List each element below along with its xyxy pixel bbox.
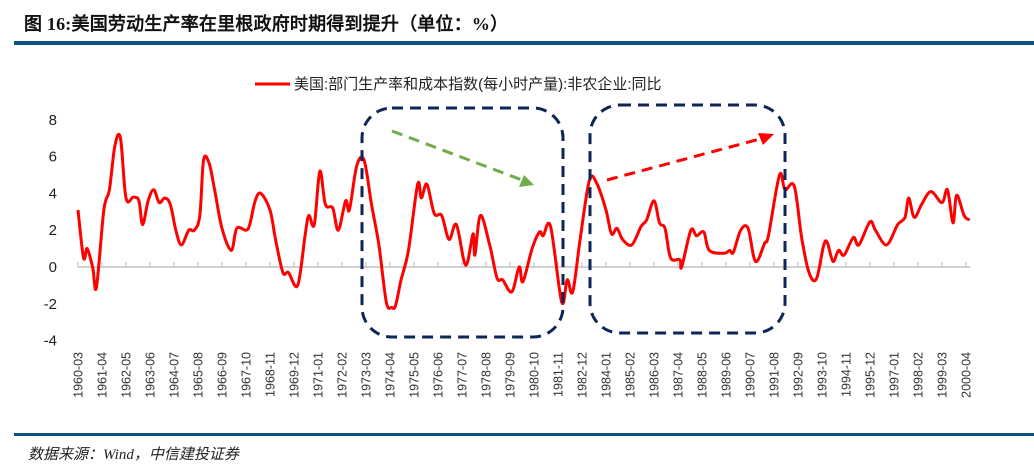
x-tick-label: 1978-08 (479, 352, 493, 398)
x-tick-label: 1980-10 (527, 352, 541, 398)
x-tick-label: 1982-12 (575, 352, 589, 398)
down-arrow-head-icon (519, 175, 534, 187)
y-tick-label: 2 (49, 222, 57, 239)
x-tick-label: 1988-05 (695, 352, 709, 398)
y-tick-label: 0 (49, 259, 57, 276)
y-tick-label: -4 (44, 333, 57, 350)
x-tick-label: 1990-07 (743, 352, 757, 398)
x-tick-label: 1974-04 (383, 352, 397, 398)
x-tick-label: 1968-11 (263, 352, 277, 397)
x-tick-label: 1994-11 (839, 352, 853, 397)
series-points (77, 138, 970, 308)
up-arrow-head-icon (758, 133, 774, 145)
x-tick-label: 1992-09 (791, 352, 805, 398)
x-tick-label: 1991-08 (767, 352, 781, 398)
x-tick-label: 1967-10 (239, 352, 253, 398)
x-tick-label: 1966-09 (215, 352, 229, 398)
x-tick-label: 1965-08 (191, 352, 205, 398)
x-tick-label: 1975-05 (407, 352, 421, 398)
highlight-box-1973-1982 (360, 106, 565, 339)
x-tick-label: 2000-04 (959, 352, 973, 398)
x-tick-label: 1985-02 (623, 352, 637, 398)
chart-title: 图 16:美国劳动生产率在里根政府时期得到提升（单位：%） (24, 14, 509, 34)
x-tick-label: 1977-07 (455, 352, 469, 398)
x-tick-label: 1987-04 (671, 352, 685, 398)
x-axis: 1960-03 1961-04 1962-05 1963-06 1964-07 1965-… (72, 262, 973, 398)
x-tick-label: 1964-07 (167, 352, 181, 398)
x-tick-label: 1984-01 (599, 352, 613, 398)
y-tick-label: 4 (49, 185, 57, 202)
x-tick-label: 1960-03 (72, 352, 86, 398)
annotations (360, 103, 787, 339)
up-trend-arrow (606, 137, 761, 182)
x-tick-label: 1976-06 (431, 352, 445, 398)
y-tick-label: 6 (49, 149, 57, 166)
x-tick-label: 1993-10 (815, 352, 829, 398)
x-tick-label: 1999-03 (935, 352, 949, 398)
x-tick-label: 1969-12 (287, 352, 301, 398)
x-tick-label: 1981-11 (551, 352, 565, 397)
y-axis: 8 6 4 2 0 -2 -4 (44, 112, 57, 350)
x-tick-label: 1989-06 (719, 352, 733, 398)
x-tick-label: 1997-01 (887, 352, 901, 398)
down-trend-arrow (391, 129, 523, 182)
x-tick-label: 1995-12 (863, 352, 877, 398)
x-tick-label: 1961-04 (95, 352, 109, 398)
x-tick-label: 1998-02 (911, 352, 925, 398)
x-tick-label: 1972-02 (335, 352, 349, 398)
x-tick-label: 1973-03 (359, 352, 373, 398)
y-tick-label: 8 (49, 112, 57, 129)
source-note: 数据来源：Wind，中信建投证券 (28, 447, 239, 463)
legend-label: 美国:部门生产率和成本指数(每小时产量):非农企业:同比 (294, 75, 662, 93)
legend: 美国:部门生产率和成本指数(每小时产量):非农企业:同比 (255, 75, 662, 93)
x-tick-label: 1962-05 (119, 352, 133, 398)
title-rule (14, 41, 1034, 45)
x-tick-label: 1986-03 (647, 352, 661, 398)
x-tick-label: 1971-01 (311, 352, 325, 398)
y-tick-label: -2 (44, 296, 57, 313)
footer-rule (14, 433, 1034, 436)
series-line (76, 132, 971, 310)
x-tick-label: 1963-06 (143, 352, 157, 398)
x-tick-label: 1979-09 (503, 352, 517, 398)
